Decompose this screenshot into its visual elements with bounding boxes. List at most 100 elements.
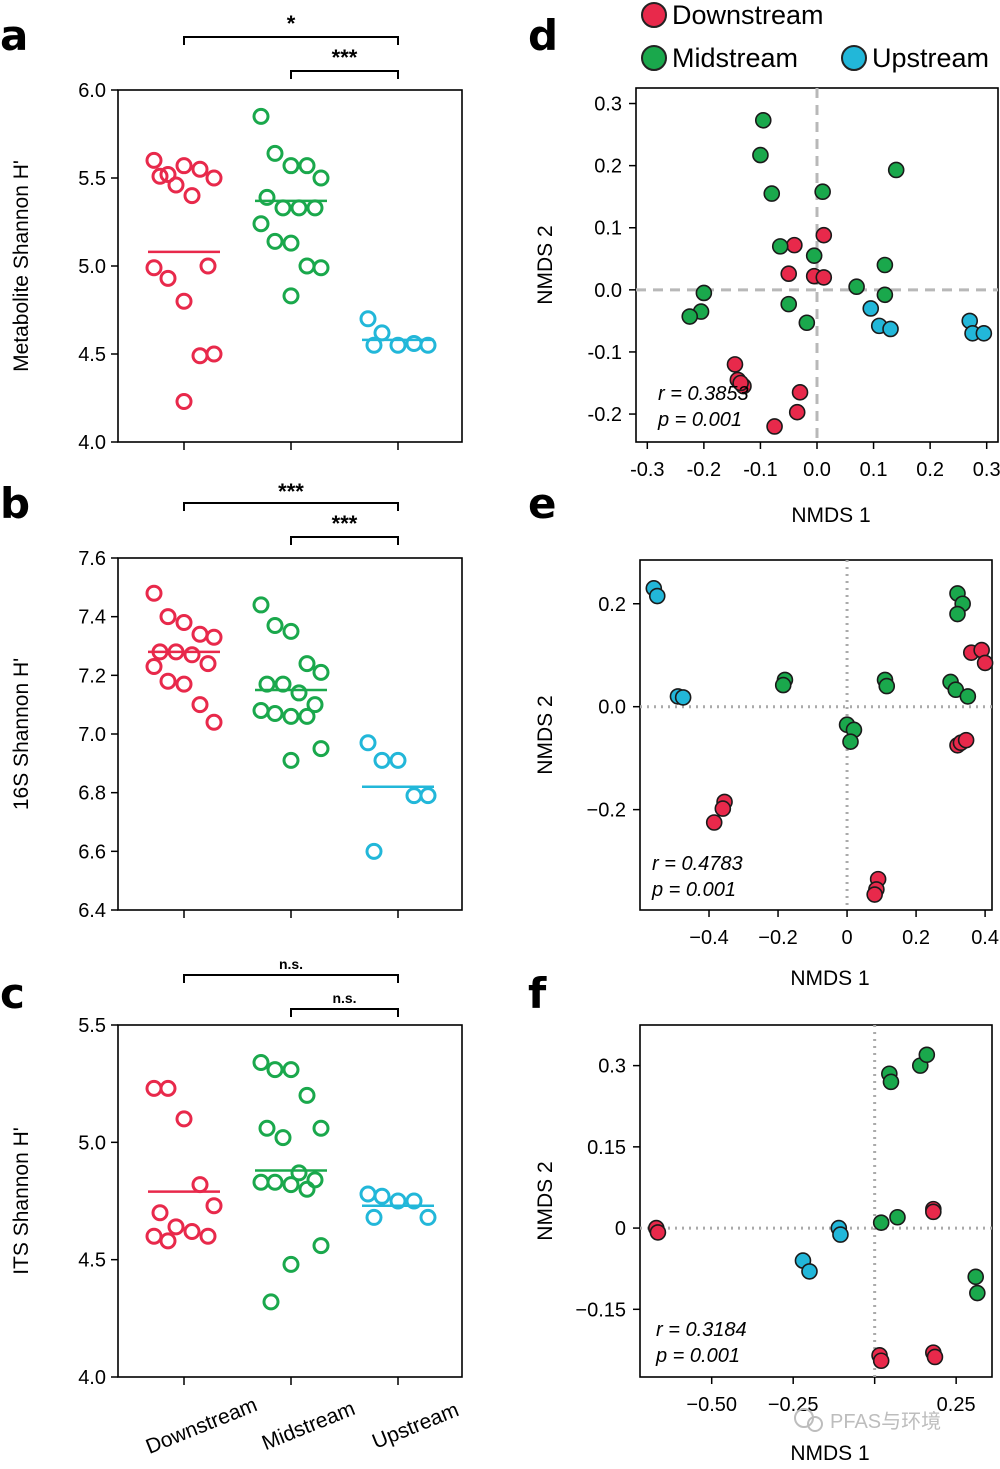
data-point-upstream [359, 1185, 377, 1203]
plot-frame [639, 1024, 993, 1378]
data-point-upstream [801, 1263, 818, 1280]
data-point-downstream [183, 187, 201, 205]
x-tick-label: −0.25 [768, 1394, 819, 1416]
significance-label: n.s. [279, 956, 303, 972]
y-axis-label: ITS Shannon H' [10, 1127, 33, 1275]
y-tick-label: 6.4 [78, 900, 106, 922]
data-point-midstream [798, 314, 816, 332]
y-tick-label: 0.0 [594, 280, 622, 302]
significance-bracket [183, 502, 399, 511]
data-point-midstream [290, 199, 308, 217]
y-tick-label: 0.0 [598, 697, 626, 719]
data-point-downstream [649, 1224, 667, 1241]
data-point-midstream [290, 1164, 308, 1182]
stat-p-value: p = 0.001 [655, 1345, 740, 1367]
data-point-downstream [145, 584, 163, 602]
data-point-midstream [876, 286, 894, 304]
data-point-midstream [298, 157, 316, 175]
data-point-downstream [159, 672, 177, 690]
data-point-downstream [815, 226, 833, 244]
significance-label: *** [332, 511, 358, 536]
data-point-midstream [282, 707, 300, 725]
data-point-upstream [373, 751, 391, 769]
x-tick-label: 0.2 [916, 459, 944, 481]
data-point-midstream [266, 704, 284, 722]
data-point-midstream [252, 1173, 270, 1191]
data-point-midstream [695, 284, 713, 302]
x-tick-label: 0.1 [860, 459, 888, 481]
data-point-downstream [175, 292, 193, 310]
data-point-midstream [274, 1129, 292, 1147]
data-point-midstream [805, 247, 823, 264]
x-tick-label: 0.2 [902, 927, 930, 949]
data-point-midstream [266, 144, 284, 162]
data-point-midstream [681, 308, 699, 325]
plot-frame [639, 559, 993, 911]
data-point-midstream [266, 616, 284, 634]
x-tick-label: 0.0 [803, 459, 831, 481]
data-point-midstream [752, 146, 769, 164]
stat-p-value: p = 0.001 [651, 879, 736, 901]
x-axis-label: NMDS 1 [790, 967, 869, 990]
data-point-midstream [266, 1173, 284, 1191]
y-axis-label: Metabolite Shannon H' [10, 160, 33, 372]
data-point-midstream [306, 696, 324, 714]
data-point-midstream [918, 1046, 936, 1064]
y-tick-label: 5.5 [78, 168, 106, 190]
data-point-midstream [252, 1054, 270, 1072]
data-point-midstream [771, 238, 789, 255]
data-point-midstream [969, 1284, 986, 1302]
data-point-upstream [405, 1192, 423, 1210]
y-axis-label: NMDS 2 [534, 1161, 557, 1240]
stat-r-value: r = 0.3184 [656, 1319, 747, 1341]
x-axis-label: NMDS 1 [791, 504, 870, 527]
data-point-downstream [151, 1204, 169, 1222]
data-point-downstream [815, 269, 833, 286]
legend-label-upstream: Upstream [872, 43, 989, 73]
watermark-text: PFAS与环境 [830, 1410, 941, 1433]
data-point-midstream [780, 295, 798, 313]
data-point-upstream [674, 689, 692, 706]
data-point-downstream [199, 1227, 217, 1245]
y-tick-label: 7.2 [78, 665, 106, 687]
y-tick-label: 0.3 [594, 94, 622, 116]
y-tick-label: 5.0 [78, 1132, 106, 1154]
data-point-upstream [975, 325, 993, 342]
y-tick-label: 0.2 [598, 594, 626, 616]
y-tick-label: 0.3 [598, 1056, 626, 1078]
data-point-downstream [159, 269, 177, 287]
data-point-downstream [205, 713, 223, 731]
data-point-midstream [842, 733, 859, 750]
data-point-midstream [252, 702, 270, 720]
data-point-downstream [726, 356, 744, 373]
y-tick-label: −0.2 [587, 800, 626, 822]
data-point-midstream [312, 1237, 330, 1255]
data-point-upstream [832, 1226, 849, 1243]
x-tick-label: -0.1 [743, 459, 777, 481]
data-point-midstream [312, 740, 330, 758]
data-point-midstream [298, 1180, 316, 1198]
data-point-downstream [167, 1218, 185, 1236]
significance-bracket [183, 974, 399, 983]
panel-f-nmds-its: f −0.50 −0.25 0.25 −0.15 0 0.15 0.3 NMDS 1 NMDS 2… [528, 969, 993, 1465]
data-point-downstream [145, 259, 163, 277]
data-point-upstream [359, 734, 377, 752]
data-point-downstream [175, 614, 193, 632]
data-point-midstream [282, 287, 300, 305]
significance-bracket [183, 36, 399, 45]
data-point-midstream [754, 111, 772, 129]
data-point-midstream [298, 1086, 316, 1104]
data-point-downstream [205, 628, 223, 646]
data-point-downstream [145, 658, 163, 676]
data-point-downstream [159, 608, 177, 626]
data-point-downstream [205, 169, 223, 187]
legend-marker-downstream [641, 2, 667, 28]
data-point-midstream [887, 161, 905, 179]
data-point-upstream [365, 336, 383, 354]
data-point-midstream [949, 605, 966, 623]
data-point-midstream [312, 663, 330, 681]
data-point-midstream [882, 1073, 900, 1091]
significance-label: * [287, 11, 296, 36]
y-tick-label: 5.0 [78, 256, 106, 278]
